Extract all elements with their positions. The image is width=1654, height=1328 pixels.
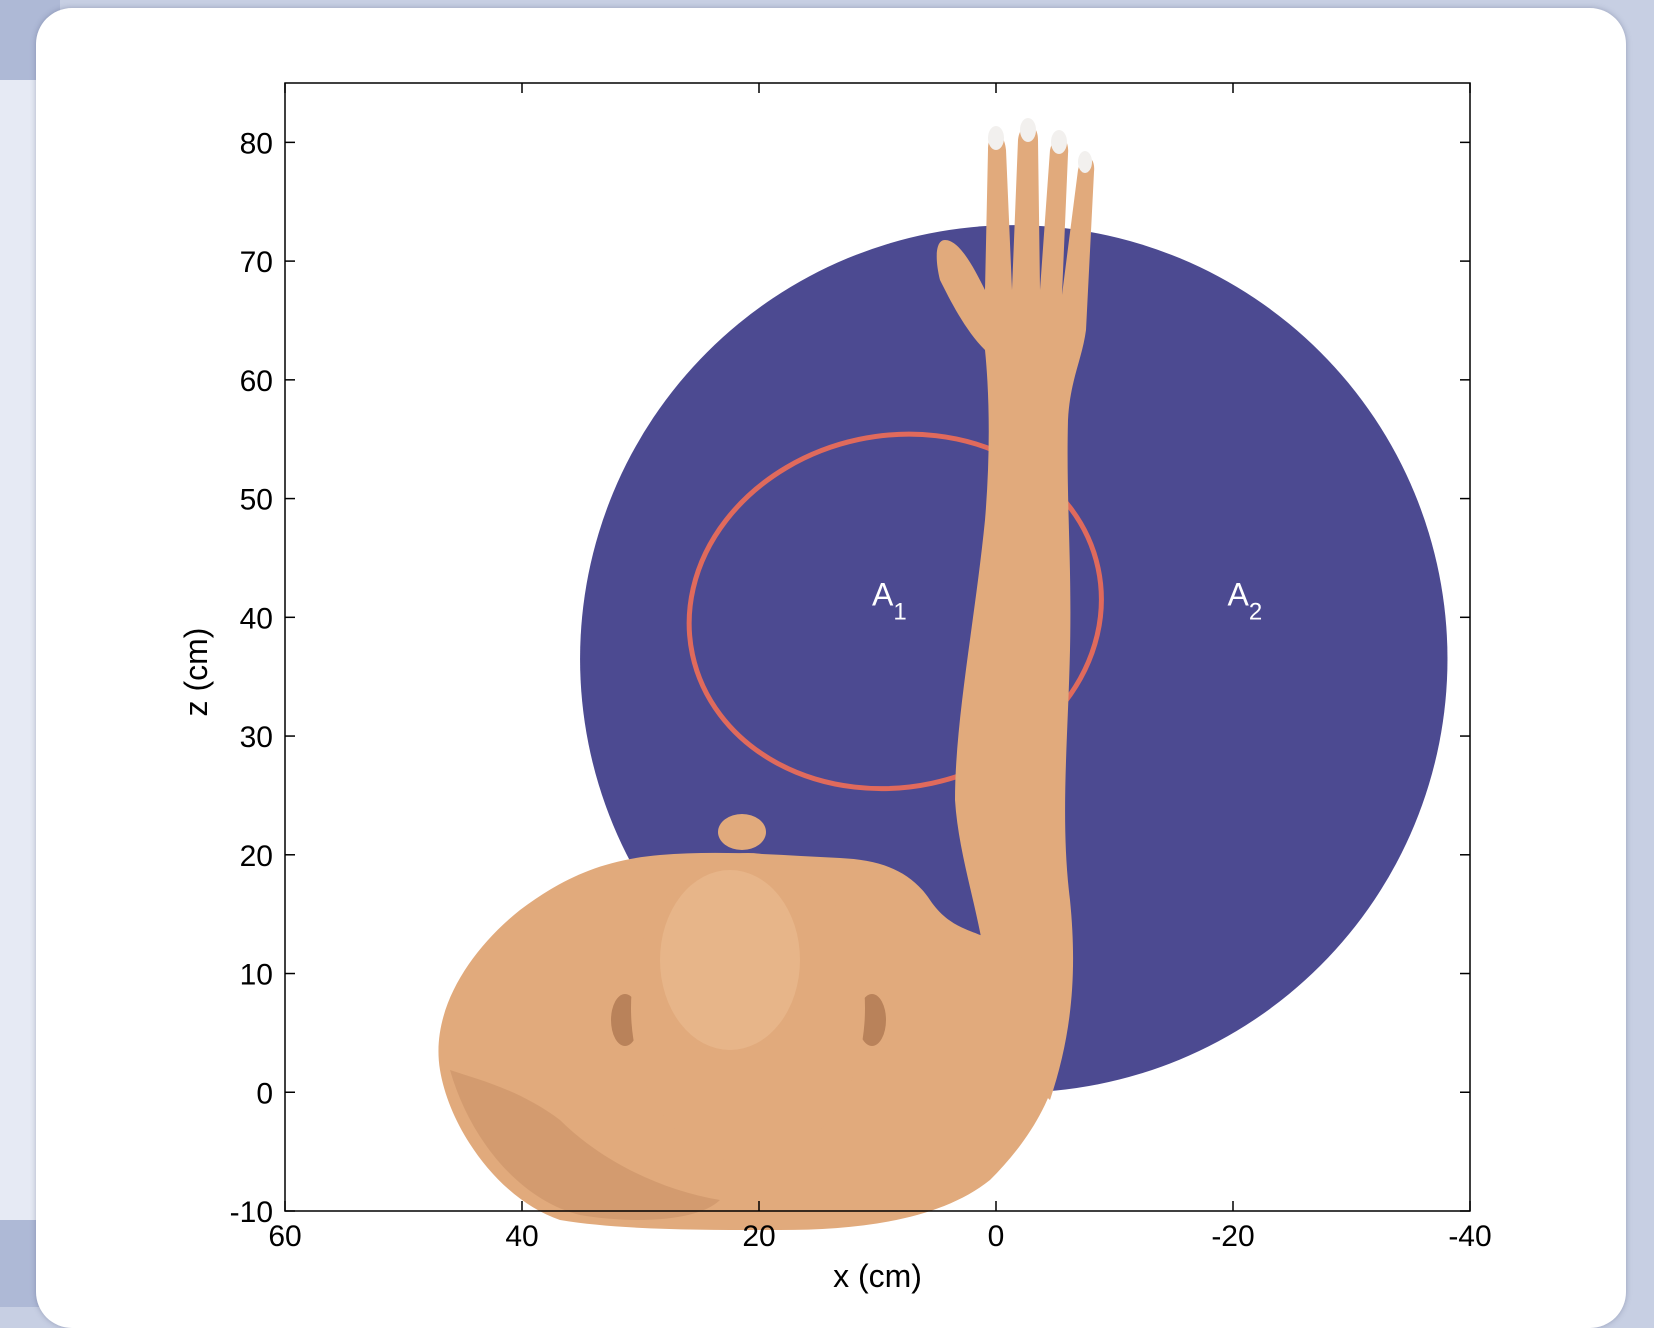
plot-frame	[284, 82, 1471, 1212]
plot-area	[438, 118, 1448, 1230]
x-tick-label: 60	[268, 1220, 301, 1253]
fingernail	[1051, 130, 1067, 154]
x-tick-label: 0	[988, 1220, 1005, 1253]
human-figure-illustration	[438, 118, 1095, 1230]
y-tick-label: 60	[240, 365, 273, 398]
workspace-region-a1-outline	[686, 431, 1104, 792]
x-tick-label: -20	[1211, 1220, 1254, 1253]
region-label-subscript: 2	[1249, 598, 1262, 625]
x-tick-label: -40	[1448, 1220, 1491, 1253]
region-label-letter: A	[872, 576, 894, 612]
y-tick-label: 70	[240, 246, 273, 279]
head-illustration	[631, 853, 865, 1163]
y-tick-label: 10	[240, 959, 273, 992]
x-axis-label: x (cm)	[833, 1258, 922, 1294]
y-tick-label: 80	[240, 127, 273, 160]
region-label-a1: A1	[872, 576, 907, 625]
arm-illustration	[936, 125, 1095, 1100]
y-tick-label: -10	[230, 1196, 273, 1229]
nose-illustration	[718, 814, 766, 850]
torso-shading	[450, 1070, 720, 1220]
fingernail	[1078, 151, 1092, 173]
head-highlight	[660, 870, 800, 1050]
y-tick-label: 20	[240, 840, 273, 873]
y-tick-label: 40	[240, 602, 273, 635]
region-label-a2: A2	[1227, 576, 1262, 625]
y-tick-label: 30	[240, 721, 273, 754]
region-labels: A1 A2	[872, 576, 1262, 625]
region-label-subscript: 1	[893, 598, 906, 625]
fingernail	[1020, 118, 1036, 142]
x-tick-label: 40	[505, 1220, 538, 1253]
y-tick-label: 0	[256, 1077, 273, 1110]
axis-ticks: 60 40 20 0 -20 -40 -10 0 10 20 30 40 50 60 70 80	[230, 83, 1492, 1253]
y-axis-label: z (cm)	[178, 628, 214, 717]
fingernail	[988, 126, 1004, 150]
x-tick-label: 20	[742, 1220, 775, 1253]
region-label-letter: A	[1227, 576, 1249, 612]
y-tick-label: 50	[240, 484, 273, 517]
ear-illustration	[858, 994, 886, 1046]
